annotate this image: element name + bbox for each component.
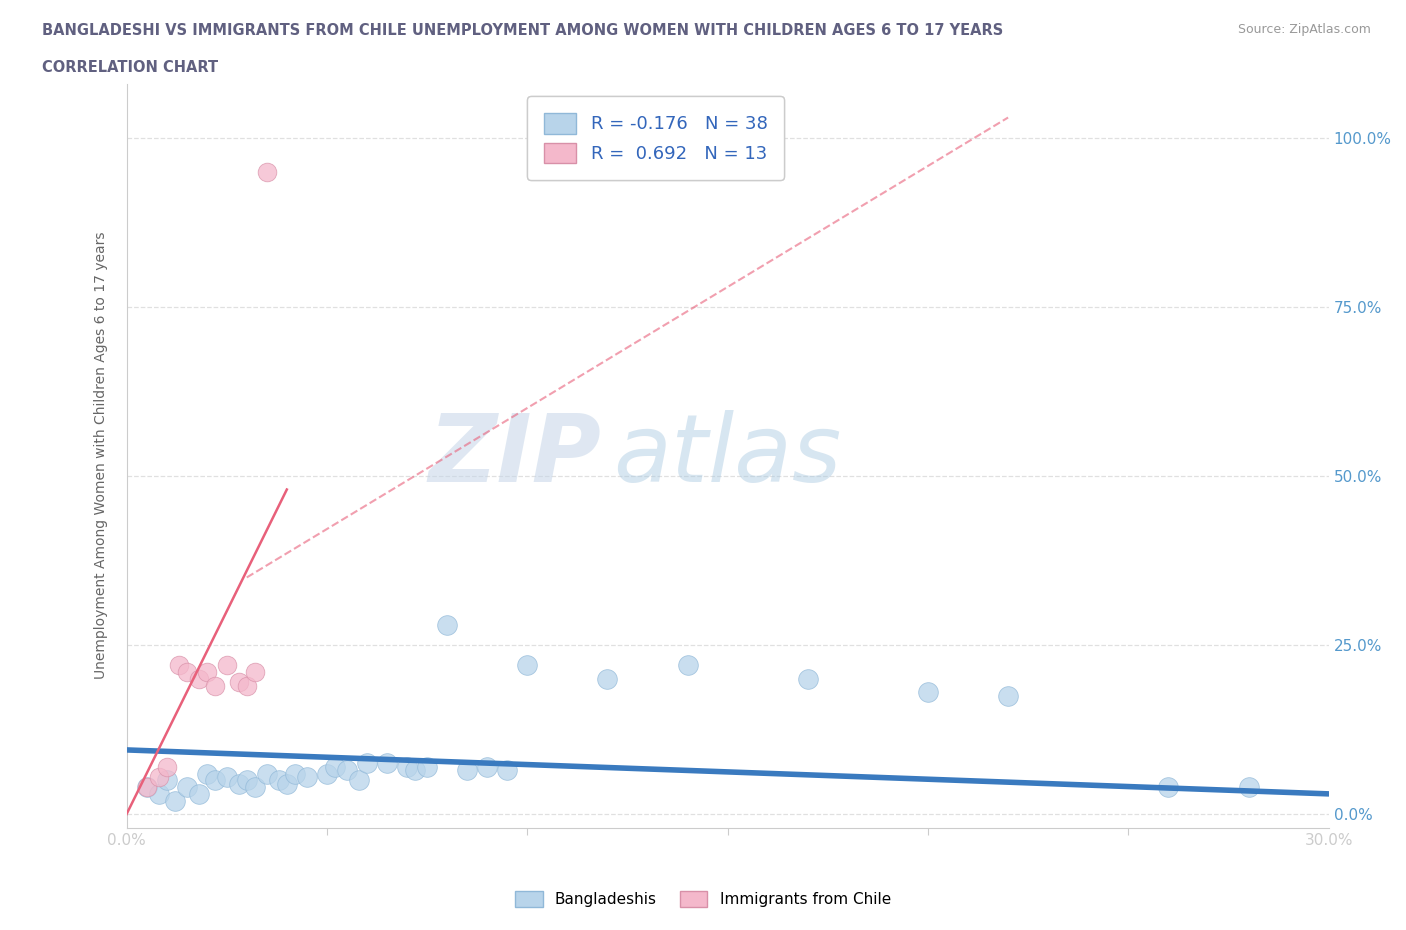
Y-axis label: Unemployment Among Women with Children Ages 6 to 17 years: Unemployment Among Women with Children A… [94, 232, 108, 680]
Point [676, 658, 699, 672]
Point [375, 756, 398, 771]
Text: ZIP: ZIP [429, 410, 602, 501]
Point [496, 763, 519, 777]
Point [323, 760, 346, 775]
Legend: R = -0.176   N = 38, R =  0.692   N = 13: R = -0.176 N = 38, R = 0.692 N = 13 [527, 97, 783, 179]
Point [235, 678, 259, 693]
Text: atlas: atlas [613, 410, 842, 501]
Point [228, 675, 250, 690]
Point [243, 665, 266, 680]
Point [187, 787, 209, 802]
Point [356, 756, 378, 771]
Point [155, 760, 177, 775]
Point [176, 779, 198, 794]
Point [436, 618, 458, 632]
Point [596, 671, 619, 686]
Point [256, 165, 278, 179]
Legend: Bangladeshis, Immigrants from Chile: Bangladeshis, Immigrants from Chile [509, 884, 897, 913]
Point [228, 777, 250, 791]
Point [204, 773, 226, 788]
Point [235, 773, 259, 788]
Point [796, 671, 818, 686]
Point [135, 779, 157, 794]
Point [195, 665, 218, 680]
Text: CORRELATION CHART: CORRELATION CHART [42, 60, 218, 75]
Point [148, 787, 170, 802]
Point [336, 763, 359, 777]
Point [347, 773, 370, 788]
Point [396, 760, 419, 775]
Point [215, 769, 238, 784]
Point [163, 793, 186, 808]
Point [176, 665, 198, 680]
Point [917, 685, 939, 700]
Text: Source: ZipAtlas.com: Source: ZipAtlas.com [1237, 23, 1371, 36]
Point [997, 688, 1019, 703]
Point [315, 766, 337, 781]
Point [516, 658, 538, 672]
Point [475, 760, 498, 775]
Point [256, 766, 278, 781]
Point [1157, 779, 1180, 794]
Point [284, 766, 307, 781]
Point [416, 760, 439, 775]
Point [187, 671, 209, 686]
Point [195, 766, 218, 781]
Point [404, 763, 426, 777]
Point [148, 769, 170, 784]
Point [215, 658, 238, 672]
Point [1237, 779, 1260, 794]
Point [167, 658, 190, 672]
Text: BANGLADESHI VS IMMIGRANTS FROM CHILE UNEMPLOYMENT AMONG WOMEN WITH CHILDREN AGES: BANGLADESHI VS IMMIGRANTS FROM CHILE UNE… [42, 23, 1004, 38]
Point [276, 777, 298, 791]
Point [295, 769, 318, 784]
Point [135, 779, 157, 794]
Point [204, 678, 226, 693]
Point [267, 773, 290, 788]
Point [456, 763, 478, 777]
Point [243, 779, 266, 794]
Point [155, 773, 177, 788]
